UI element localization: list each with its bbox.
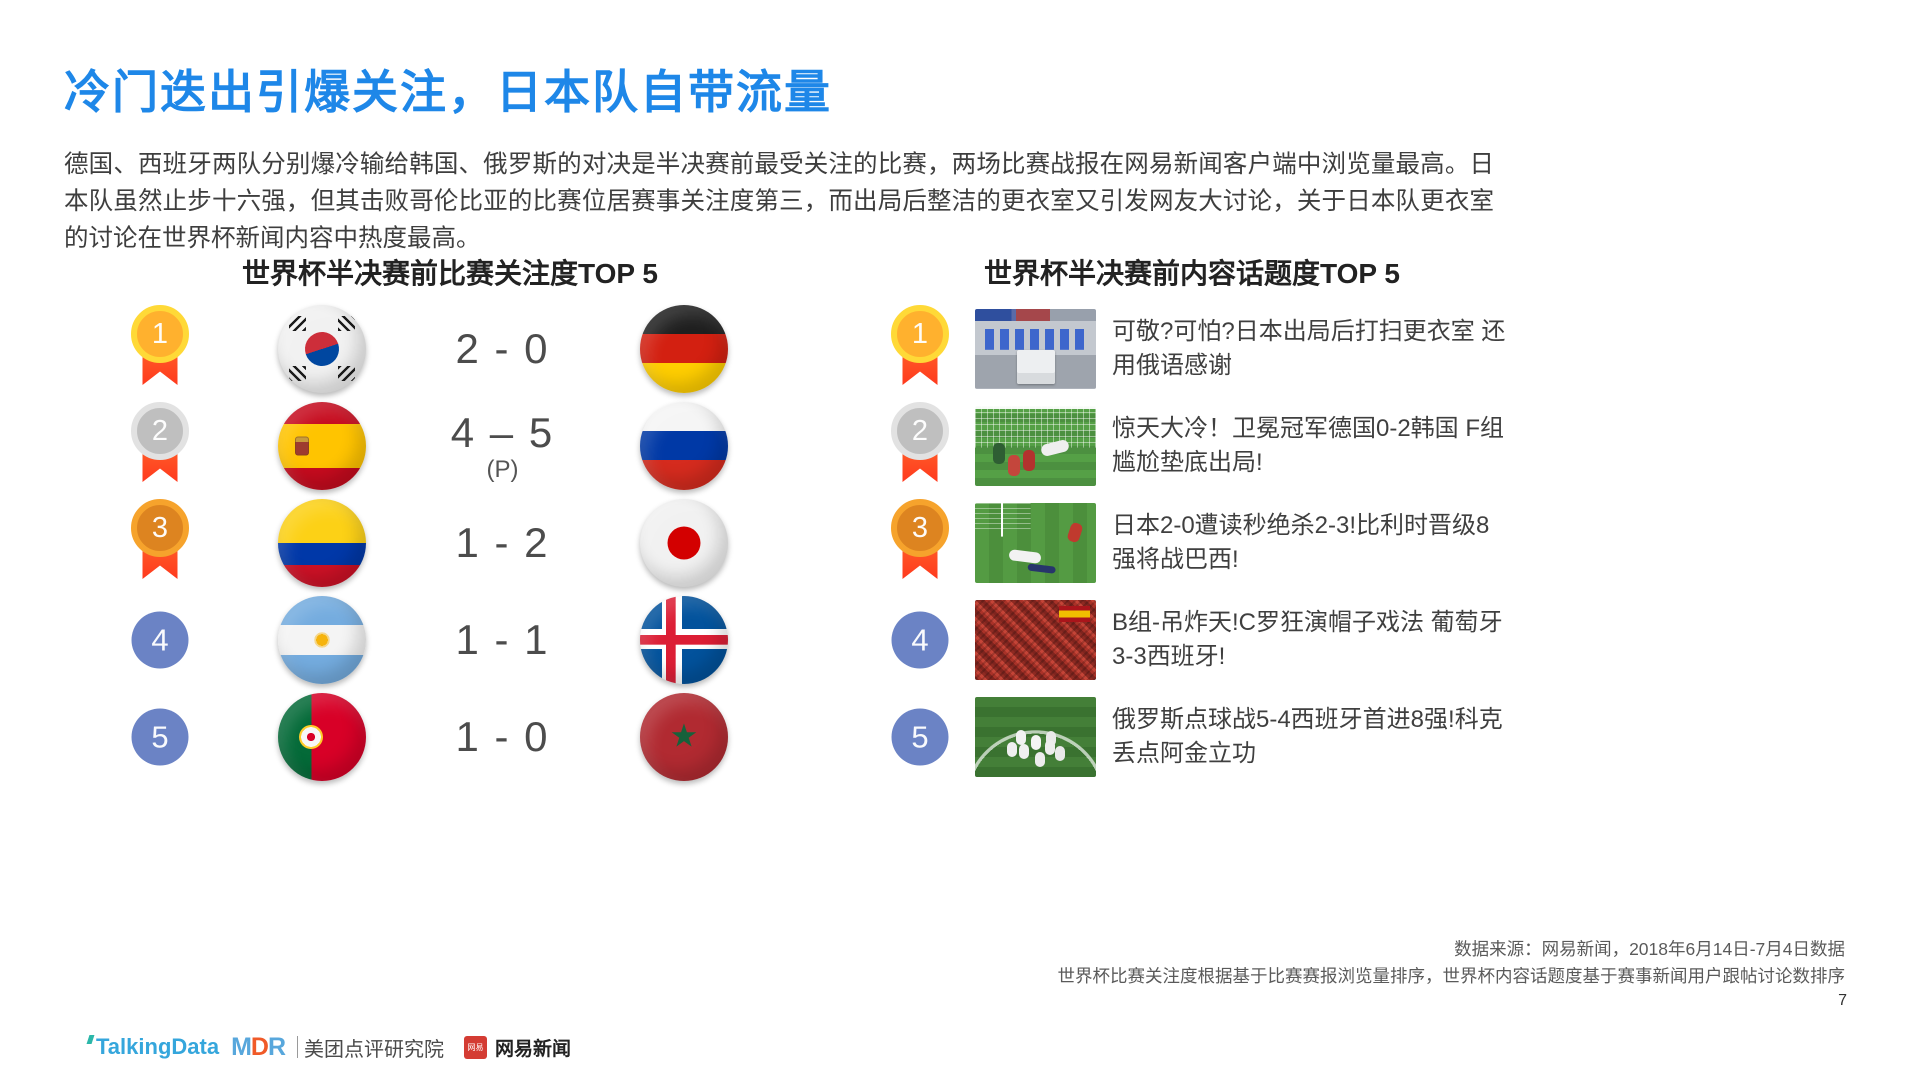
- news-headline: 惊天大冷！卫冕冠军德国0-2韩国 F组尴尬垫底出局!: [1112, 414, 1505, 476]
- data-source-note: 数据来源：网易新闻，2018年6月14日-7月4日数据 世界杯比赛关注度根据基于…: [1058, 936, 1846, 990]
- rank-number: 1: [131, 305, 189, 363]
- netease-news-label: 网易新闻: [495, 1038, 572, 1060]
- rank-medal-icon: 2: [888, 400, 952, 492]
- flag-morocco-icon: [640, 692, 728, 781]
- source-line-2: 世界杯比赛关注度根据基于比赛赛报浏览量排序，世界杯内容话题度基于赛事新闻用户跟帖…: [1057, 966, 1846, 986]
- rank-medal-icon: 3: [128, 497, 192, 589]
- match-attention-panel: 1 2 - 0 2 4 – 5 (P) 3 1 - 2: [120, 300, 790, 785]
- netease-logo-icon: 网易: [464, 1035, 488, 1059]
- match-score: 1 - 1: [455, 615, 550, 663]
- rank-medal-icon: 4: [888, 594, 952, 686]
- meituan-dianping-institute-label: 美团点评研究院: [304, 1038, 445, 1061]
- flag-germany-icon: [640, 304, 728, 393]
- body-paragraph: 德国、西班牙两队分别爆冷输给韩国、俄罗斯的对决是半决赛前最受关注的比赛，两场比赛…: [64, 151, 1494, 252]
- thumbnail-last-minute-goal-image: [975, 502, 1096, 583]
- match-score: 1 - 2: [455, 518, 550, 566]
- talkingdata-tick-icon: [86, 1035, 95, 1044]
- news-headline: B组-吊炸天!C罗狂演帽子戏法 葡萄牙3-3西班牙!: [1112, 608, 1503, 670]
- flag-iceland-icon: [640, 595, 728, 684]
- news-row: 2 惊天大冷！卫冕冠军德国0-2韩国 F组尴尬垫底出局!: [880, 397, 1510, 494]
- rank-number: 4: [891, 611, 949, 669]
- rank-number: 3: [891, 499, 949, 557]
- rank-number: 2: [131, 402, 189, 460]
- rank-number: 5: [131, 708, 189, 766]
- page-number: 7: [1838, 992, 1847, 1009]
- match-row: 1 2 - 0: [120, 300, 790, 397]
- flag-portugal-icon: [278, 692, 366, 781]
- rank-number: 3: [131, 499, 189, 557]
- rank-medal-icon: 1: [888, 303, 952, 395]
- thumbnail-locker-room-image: [975, 308, 1096, 389]
- match-row: 2 4 – 5 (P): [120, 397, 790, 494]
- flag-south-korea-icon: [278, 304, 366, 393]
- left-panel-heading: 世界杯半决赛前比赛关注度TOP 5: [242, 258, 658, 289]
- mdr-logo: MDR: [231, 1032, 286, 1061]
- rank-medal-icon: 5: [128, 691, 192, 783]
- match-row: 4 1 - 1: [120, 591, 790, 688]
- flag-spain-icon: [278, 401, 366, 490]
- match-score: 1 - 0: [455, 712, 550, 760]
- rank-medal-icon: 2: [128, 400, 192, 492]
- rank-number: 4: [131, 611, 189, 669]
- right-panel-heading: 世界杯半决赛前内容话题度TOP 5: [984, 258, 1400, 289]
- rank-medal-icon: 1: [128, 303, 192, 395]
- flag-japan-icon: [640, 498, 728, 587]
- rank-number: 1: [891, 305, 949, 363]
- rank-number: 2: [891, 402, 949, 460]
- thumbnail-goal-upset-image: [975, 405, 1096, 486]
- talkingdata-logo-text: TalkingData: [96, 1034, 220, 1059]
- news-row: 4 B组-吊炸天!C罗狂演帽子戏法 葡萄牙3-3西班牙!: [880, 591, 1510, 688]
- flag-colombia-icon: [278, 498, 366, 587]
- flag-argentina-icon: [278, 595, 366, 684]
- news-headline: 可敬?可怕?日本出局后打扫更衣室 还用俄语感谢: [1112, 317, 1506, 379]
- flag-russia-icon: [640, 401, 728, 490]
- match-row: 5 1 - 0: [120, 688, 790, 785]
- rank-medal-icon: 5: [888, 691, 952, 783]
- thumbnail-red-crowd-image: [975, 599, 1096, 680]
- news-row: 3 日本2-0遭读秒绝杀2-3!比利时晋级8强将战巴西!: [880, 494, 1510, 591]
- match-score: 2 - 0: [455, 324, 550, 372]
- page-title: 冷门迭出引爆关注，日本队自带流量: [64, 66, 832, 118]
- rank-medal-icon: 3: [888, 497, 952, 589]
- match-score: 4 – 5 (P): [450, 408, 555, 483]
- logo-divider: [297, 1036, 299, 1058]
- rank-number: 5: [891, 708, 949, 766]
- content-topic-panel: 1 可敬?可怕?日本出局后打扫更衣室 还用俄语感谢 2 惊天大冷！卫冕冠军德国0…: [880, 300, 1510, 785]
- news-headline: 日本2-0遭读秒绝杀2-3!比利时晋级8强将战巴西!: [1112, 511, 1490, 573]
- source-line-1: 数据来源：网易新闻，2018年6月14日-7月4日数据: [1454, 939, 1845, 959]
- footer-logo-bar: TalkingData MDR 美团点评研究院 网易 网易新闻: [86, 1032, 572, 1062]
- match-row: 3 1 - 2: [120, 494, 790, 591]
- news-row: 5 俄罗斯点球战5-4西班牙首进8强!科克丢点阿金立功: [880, 688, 1510, 785]
- news-row: 1 可敬?可怕?日本出局后打扫更衣室 还用俄语感谢: [880, 300, 1510, 397]
- talkingdata-logo: TalkingData: [86, 1034, 220, 1060]
- rank-medal-icon: 4: [128, 594, 192, 686]
- thumbnail-team-celebration-image: [975, 696, 1096, 777]
- news-headline: 俄罗斯点球战5-4西班牙首进8强!科克丢点阿金立功: [1112, 705, 1503, 767]
